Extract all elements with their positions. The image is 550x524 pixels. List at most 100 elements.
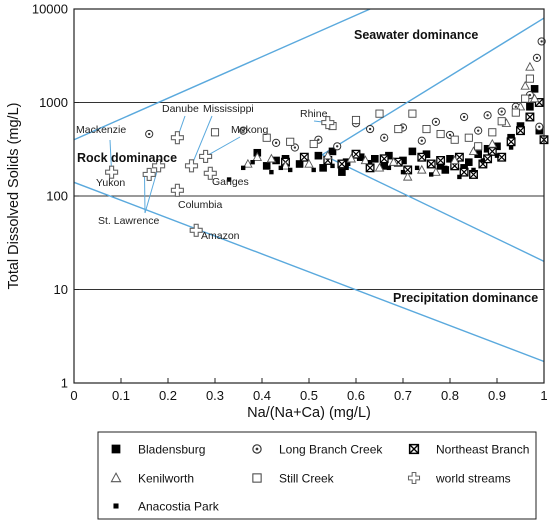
marker-shape [314, 151, 323, 160]
long-branch-creek-point [380, 133, 389, 142]
marker-shape [508, 145, 514, 150]
kenilworth-point [388, 157, 399, 166]
bladensburg-point [465, 158, 473, 166]
marker-shape [330, 163, 335, 169]
long-branch-creek-point [417, 136, 426, 145]
marker-hatch [516, 126, 525, 135]
stream-mississippi-marker [184, 159, 199, 173]
legend-northeast-branch-label: Northeast Branch [436, 443, 529, 457]
x-tick-label: 0.4 [253, 388, 271, 403]
marker-shape [400, 169, 406, 175]
marker-shape [189, 223, 203, 237]
still-creek-point [511, 108, 520, 117]
marker-shape [371, 154, 379, 163]
bladensburg-point [371, 154, 379, 163]
x-tick-label: 0.2 [159, 388, 177, 403]
marker-shape [422, 125, 431, 134]
northeast-branch-point [506, 137, 516, 147]
marker-dot [336, 145, 339, 148]
anacostia-park-point [471, 167, 476, 173]
marker-shape [408, 147, 417, 156]
long-branch-creek-point [333, 142, 342, 151]
legend-still-creek-marker [252, 473, 262, 483]
northeast-branch-point [436, 156, 446, 165]
x-tick-label: 0.5 [300, 388, 318, 403]
marker-shape [374, 162, 385, 172]
marker-dot [500, 110, 503, 113]
marker-dot [486, 114, 489, 117]
anacostia-park-point [241, 165, 246, 171]
marker-shape [203, 166, 217, 180]
still-creek-point [521, 94, 530, 103]
marker-dot [540, 40, 543, 43]
x-tick-label: 0 [70, 388, 77, 403]
marker-dot [242, 129, 245, 132]
anacostia-park-point [226, 177, 232, 182]
marker-shape [407, 471, 421, 485]
anacostia-park-point [443, 165, 448, 171]
marker-shape [142, 167, 156, 182]
stream-leader-line [191, 115, 213, 167]
boundary-line [74, 181, 544, 363]
anacostia-park-point [508, 145, 514, 150]
bladensburg-point [295, 160, 304, 168]
marker-shape [525, 74, 534, 83]
seawater-dominance-label: Seawater dominance [354, 28, 478, 42]
long-branch-creek-point [145, 129, 154, 139]
still-creek-point [525, 74, 534, 83]
marker-shape [399, 156, 407, 165]
marker-shape [443, 165, 448, 171]
marker-shape [152, 159, 166, 173]
still-creek-point [351, 115, 361, 125]
marker-shape [375, 109, 384, 118]
kenilworth-point [360, 155, 371, 165]
marker-shape [342, 158, 351, 166]
boundary-line [322, 17, 544, 155]
marker-dot [148, 132, 151, 136]
marker-shape [286, 137, 295, 146]
marker-hatch [351, 149, 361, 159]
bladensburg-point [338, 168, 346, 176]
marker-shape [436, 162, 445, 170]
marker-hatch [525, 112, 535, 122]
kenilworth-point [266, 153, 277, 163]
marker-shape [487, 138, 498, 148]
x-tick-label: 0.3 [206, 388, 224, 403]
bladensburg-point [380, 162, 388, 170]
stream-ganges-label: Ganges [212, 176, 249, 188]
marker-shape [457, 174, 462, 180]
long-branch-creek-point [535, 122, 544, 131]
marker-dot [401, 126, 405, 129]
anacostia-park-point [400, 169, 406, 175]
marker-shape [474, 142, 483, 151]
marker-dot [434, 120, 438, 124]
stream-amazon-marker [189, 223, 203, 237]
stream-st-lawrence-label: St. Lawrence [98, 215, 159, 227]
northeast-branch-point [299, 152, 309, 162]
marker-hatch [379, 154, 389, 164]
legend-kenilworth-label: Kenilworth [138, 472, 194, 486]
marker-shape [515, 101, 526, 111]
marker-dot [462, 115, 466, 119]
bladensburg-point [526, 102, 534, 111]
stream-yukon-label: Yukon [96, 177, 125, 189]
anacostia-park-point [269, 169, 274, 175]
bladensburg-point [474, 150, 482, 158]
gridlines [74, 102, 544, 290]
legend: Bladensburg Long Branch Creek Northeast Br… [97, 431, 537, 520]
marker-dot [420, 139, 423, 142]
marker-shape [402, 171, 413, 181]
bladensburg-point [483, 144, 492, 153]
kenilworth-point [402, 171, 413, 181]
still-creek-point [488, 128, 497, 137]
bladensburg-point [516, 122, 525, 130]
stream-mekong-label: Mekong [231, 124, 269, 136]
marker-shape [311, 167, 316, 173]
northeast-branch-point [351, 149, 361, 159]
marker-shape [449, 155, 460, 165]
x-tick-label: 0.1 [112, 388, 130, 403]
anacostia-park-point [414, 165, 420, 171]
marker-shape [497, 117, 506, 126]
still-creek-point [450, 135, 459, 144]
marker-hatch [469, 170, 478, 179]
